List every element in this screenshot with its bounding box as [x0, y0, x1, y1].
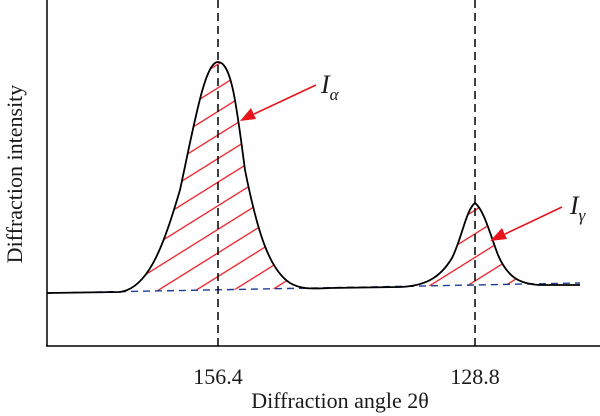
x-tick-label-gamma: 128.8 [450, 364, 500, 389]
peak-gamma-annotation: Iγ [490, 191, 587, 241]
peak-gamma-arrowhead [490, 228, 507, 241]
x-axis-title: Diffraction angle 2θ [251, 388, 429, 413]
intensity-curve [46, 61, 580, 294]
peak-alpha-label: Iα [320, 70, 340, 104]
peak-alpha-arrow [253, 84, 317, 115]
peak-alpha-annotation: Iα [240, 70, 340, 121]
y-axis-title: Diffraction intensity [2, 85, 27, 264]
peak-gamma-arrow [504, 206, 563, 235]
x-tick-label-alpha: 156.4 [193, 364, 243, 389]
peak-alpha-arrowhead [240, 108, 256, 121]
peak-gamma-label: Iγ [569, 191, 587, 225]
